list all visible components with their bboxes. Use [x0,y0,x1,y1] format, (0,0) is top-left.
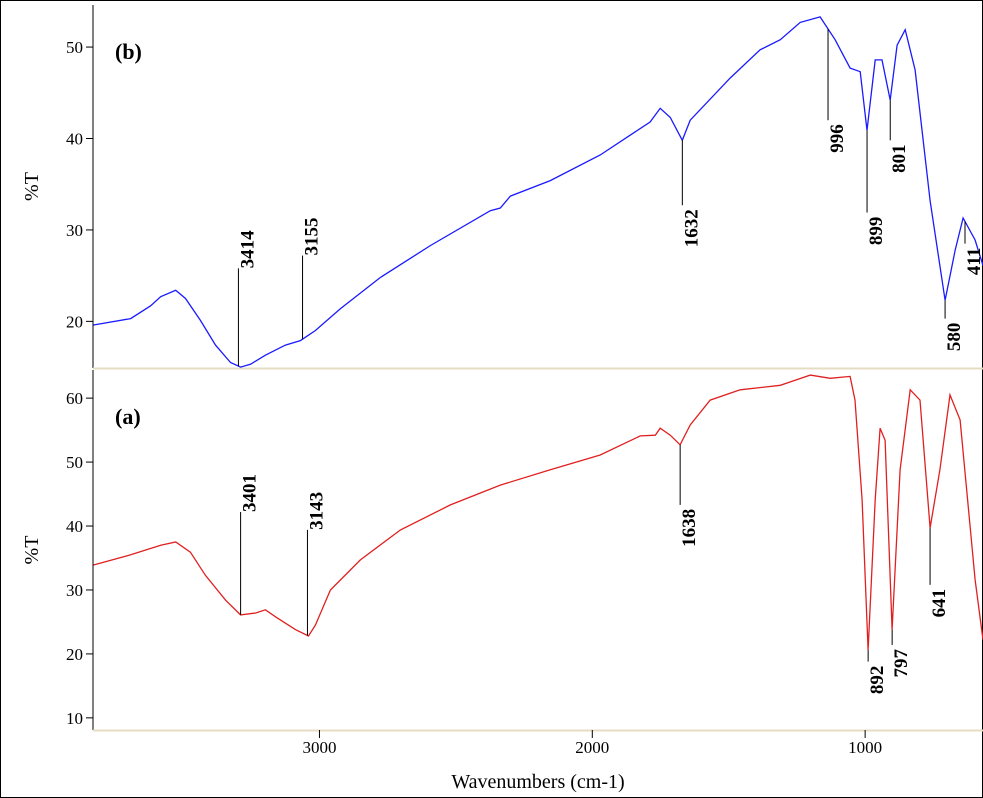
panel-label: (a) [115,404,141,429]
x-axis-label: Wavenumbers (cm-1) [451,771,624,793]
x-tick-label: 1000 [848,738,882,757]
annotation-label: 3414 [237,230,258,268]
y-tick-label: 50 [66,38,83,57]
annotation-label: 996 [827,124,848,153]
annotation-label: 580 [944,323,965,352]
annotation-label: 3155 [302,218,323,256]
annotation-label: 801 [889,144,910,173]
annotation-label: 1632 [681,209,702,247]
y-tick-label: 20 [66,645,83,664]
y-tick-label: 30 [66,221,83,240]
x-tick-label: 2000 [575,738,609,757]
y-axis-label: %T [21,172,43,201]
panel-label: (b) [115,39,142,64]
annotation-label: 3143 [306,492,327,530]
x-tick-label: 3000 [302,738,336,757]
spectrum-line [93,16,983,368]
y-tick-label: 60 [66,389,83,408]
spectrum-line [93,374,983,651]
y-axis-label: %T [21,536,43,565]
y-tick-label: 40 [66,129,83,148]
annotation-label: 411 [964,248,983,275]
y-tick-label: 40 [66,517,83,536]
y-tick-label: 50 [66,453,83,472]
y-tick-label: 30 [66,581,83,600]
y-tick-label: 20 [66,312,83,331]
annotation-label: 797 [891,648,912,677]
annotation-label: 892 [867,666,888,695]
y-tick-label: 10 [66,709,83,728]
annotation-label: 641 [929,589,950,618]
annotation-label: 3401 [240,474,261,512]
annotation-label: 1638 [679,509,700,547]
annotation-label: 899 [866,217,887,246]
